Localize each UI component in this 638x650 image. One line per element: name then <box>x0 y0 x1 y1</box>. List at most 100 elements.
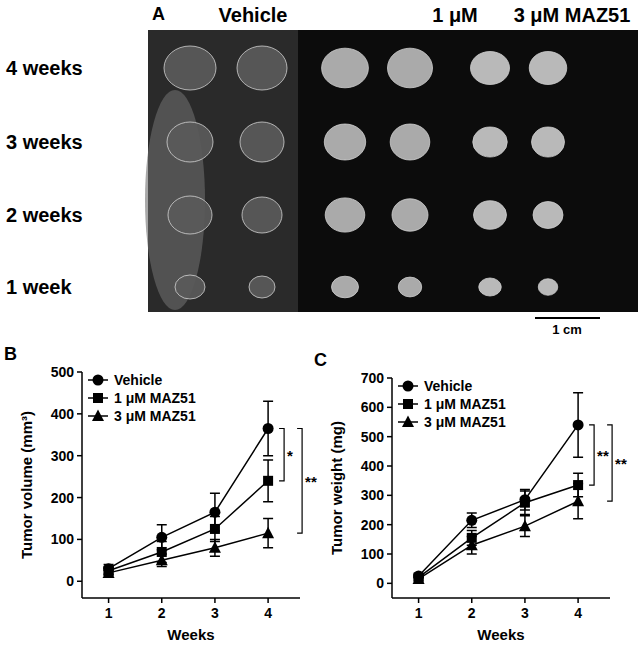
x-tick <box>267 598 269 603</box>
y-tick-label: 300 <box>361 487 385 503</box>
y-axis <box>81 372 83 598</box>
chart: 01002003004005001234WeeksTumor volume (m… <box>4 344 317 643</box>
significance-bracket <box>297 429 302 534</box>
figure: AVehicle1 μM3 μM MAZ514 weeks3 weeks2 we… <box>0 0 638 650</box>
tumor <box>325 198 365 232</box>
tumor <box>242 197 282 233</box>
photo-background <box>148 30 638 312</box>
marker <box>466 515 477 526</box>
marker <box>209 541 221 553</box>
row-label: 4 weeks <box>6 57 83 79</box>
marker <box>263 423 274 434</box>
marker <box>466 539 478 551</box>
tumor <box>164 46 216 90</box>
significance-bracket <box>589 425 594 485</box>
legend-marker <box>402 416 414 428</box>
y-tick <box>77 371 82 373</box>
panel-label: B <box>4 344 17 364</box>
x-tick-label: 1 <box>105 605 113 621</box>
y-tick-label: 500 <box>361 429 385 445</box>
error-bar <box>210 516 220 541</box>
tumor <box>479 278 502 296</box>
y-tick-label: 100 <box>361 546 385 562</box>
tumor <box>388 48 433 88</box>
y-tick <box>387 495 392 497</box>
y-tick-label: 200 <box>51 490 75 506</box>
tumor <box>324 124 365 160</box>
legend-marker <box>92 410 104 422</box>
significance-bracket <box>607 425 612 501</box>
tumor <box>175 275 205 299</box>
x-tick-label: 2 <box>468 605 476 621</box>
legend-marker <box>93 393 103 403</box>
tumor <box>538 279 558 296</box>
tumor <box>249 276 275 298</box>
series-line <box>109 429 269 569</box>
error-bar <box>263 460 273 502</box>
series-line <box>419 501 579 579</box>
tumor <box>332 276 359 298</box>
marker <box>103 566 115 578</box>
y-axis-title: Tumor volume (mm³) <box>18 411 35 559</box>
y-tick <box>387 524 392 526</box>
plot-area <box>103 401 275 578</box>
significance-label: ** <box>305 473 317 490</box>
panel-a: AVehicle1 μM3 μM MAZ514 weeks3 weeks2 we… <box>6 4 638 337</box>
y-tick-label: 100 <box>51 531 75 547</box>
y-tick <box>387 407 392 409</box>
column-label: 1 μM <box>432 4 478 26</box>
marker <box>263 476 273 486</box>
significance-label: ** <box>615 455 627 472</box>
x-tick <box>161 598 163 603</box>
error-bar <box>263 518 273 547</box>
tumor <box>322 48 369 88</box>
legend-label: 3 μM MAZ51 <box>114 408 196 424</box>
series-line <box>419 425 579 576</box>
tumor <box>532 127 565 157</box>
marker <box>519 520 531 532</box>
row-label: 2 weeks <box>6 204 83 226</box>
x-axis-title: Weeks <box>477 626 524 643</box>
error-bar <box>210 539 220 556</box>
y-tick-label: 0 <box>376 575 384 591</box>
x-tick <box>471 598 473 603</box>
marker <box>572 495 584 507</box>
error-bar <box>520 491 530 514</box>
tumor <box>471 52 510 85</box>
y-tick-label: 700 <box>361 370 385 386</box>
y-tick <box>77 455 82 457</box>
x-tick-label: 3 <box>521 605 529 621</box>
legend-label: 3 μM MAZ51 <box>424 414 506 430</box>
column-label: Vehicle <box>219 4 288 26</box>
x-tick-label: 3 <box>211 605 219 621</box>
panel-label: C <box>314 350 327 370</box>
x-tick <box>108 598 110 603</box>
marker <box>520 498 530 508</box>
y-tick-label: 200 <box>361 517 385 533</box>
legend-label: 1 μM MAZ51 <box>114 390 196 406</box>
y-tick <box>77 413 82 415</box>
y-tick-label: 600 <box>361 399 385 415</box>
marker <box>156 554 168 566</box>
plot-area <box>413 393 585 584</box>
y-tick <box>387 465 392 467</box>
error-bar <box>573 484 583 519</box>
marker <box>262 527 274 539</box>
tumor <box>168 196 212 234</box>
x-tick <box>524 598 526 603</box>
error-bar <box>157 554 167 567</box>
x-tick <box>214 598 216 603</box>
y-tick <box>77 539 82 541</box>
x-axis <box>392 597 610 599</box>
legend-label: Vehicle <box>114 372 162 388</box>
x-tick <box>577 598 579 603</box>
significance-bracket <box>279 429 284 481</box>
y-tick <box>387 583 392 585</box>
tumor <box>390 124 430 160</box>
tumor <box>240 122 284 162</box>
x-tick-label: 4 <box>264 605 272 621</box>
significance-label: ** <box>597 447 609 464</box>
x-axis-title: Weeks <box>167 626 214 643</box>
panel-label: A <box>152 4 165 24</box>
tumor <box>473 127 508 157</box>
